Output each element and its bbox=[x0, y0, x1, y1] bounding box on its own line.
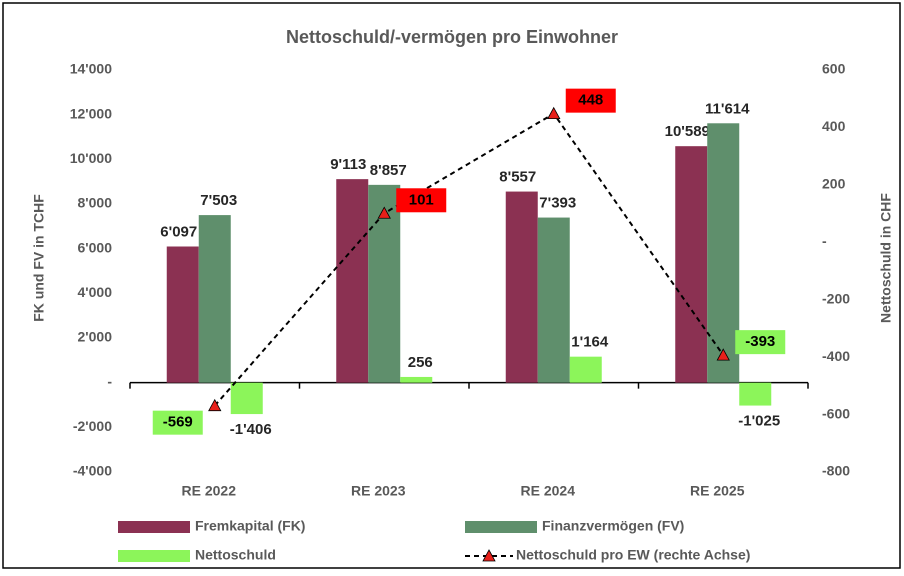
legend-swatch bbox=[118, 550, 190, 562]
chart-title: Nettoschuld/-vermögen pro Einwohner bbox=[286, 27, 618, 47]
bar bbox=[198, 215, 231, 383]
y-tick-label: 2'000 bbox=[78, 329, 113, 345]
bar bbox=[675, 146, 708, 383]
y2-tick-label: 400 bbox=[822, 118, 846, 134]
y2-tick-label: 600 bbox=[822, 61, 846, 77]
data-label: -393 bbox=[745, 333, 775, 350]
y-axis-label: FK und FV in TCHF bbox=[31, 194, 47, 322]
bar bbox=[505, 191, 538, 383]
x-tick-label: RE 2024 bbox=[521, 483, 576, 499]
y2-tick-label: -800 bbox=[822, 463, 850, 479]
legend-swatch bbox=[465, 521, 537, 533]
line-marker bbox=[547, 106, 561, 120]
bar bbox=[230, 382, 263, 415]
y-tick-label: -4'000 bbox=[73, 463, 112, 479]
bar bbox=[569, 356, 602, 383]
data-label: 9'113 bbox=[330, 156, 366, 173]
bar bbox=[336, 179, 369, 383]
y-tick-label: 12'000 bbox=[70, 105, 112, 121]
data-label: 7'503 bbox=[200, 192, 237, 209]
data-label-box bbox=[152, 410, 203, 435]
x-tick-label: RE 2022 bbox=[182, 483, 237, 499]
bar bbox=[400, 376, 433, 383]
data-label-box bbox=[735, 330, 786, 355]
line-marker bbox=[377, 206, 391, 219]
line-marker bbox=[716, 348, 730, 361]
data-label: 10'589 bbox=[665, 123, 710, 140]
line-marker bbox=[208, 398, 222, 412]
bar bbox=[166, 246, 199, 383]
legend-label: Finanzvermögen (FV) bbox=[542, 518, 684, 534]
data-label-box bbox=[565, 88, 616, 113]
bar bbox=[707, 123, 740, 383]
y2-tick-label: - bbox=[822, 233, 827, 249]
data-label: 6'097 bbox=[160, 223, 197, 240]
y-tick-label: -2'000 bbox=[73, 418, 112, 434]
x-tick-label: RE 2025 bbox=[690, 483, 745, 499]
y2-tick-label: -200 bbox=[822, 290, 850, 306]
y-tick-label: - bbox=[107, 373, 112, 389]
data-label: 7'393 bbox=[539, 195, 576, 212]
y-tick-label: 4'000 bbox=[78, 284, 113, 300]
data-label: 1'164 bbox=[571, 334, 609, 351]
data-label: -1'406 bbox=[230, 421, 272, 438]
y2-tick-label: 200 bbox=[822, 176, 846, 192]
legend-label: Nettoschuld pro EW (rechte Achse) bbox=[516, 547, 750, 563]
y2-tick-label: -400 bbox=[822, 348, 850, 364]
y-tick-label: 6'000 bbox=[78, 239, 113, 255]
x-tick-label: RE 2023 bbox=[351, 483, 406, 499]
y-tick-label: 10'000 bbox=[70, 150, 112, 166]
legend-marker bbox=[482, 549, 496, 562]
data-label: -569 bbox=[163, 414, 193, 431]
y2-tick-label: -600 bbox=[822, 405, 850, 421]
data-label: 256 bbox=[408, 354, 433, 371]
data-label: 8'857 bbox=[370, 162, 407, 179]
data-label: 448 bbox=[578, 92, 603, 109]
legend-label: Fremkapital (FK) bbox=[195, 518, 305, 534]
y2-axis-label: Nettoschuld in CHF bbox=[878, 193, 894, 323]
chart-border bbox=[2, 2, 901, 569]
data-label: 101 bbox=[409, 191, 434, 208]
legend-label: Nettoschuld bbox=[195, 547, 276, 563]
data-label-box bbox=[396, 188, 447, 213]
line bbox=[213, 112, 725, 407]
y-tick-label: 8'000 bbox=[78, 195, 113, 211]
bar bbox=[739, 382, 772, 406]
data-label: 11'614 bbox=[705, 100, 750, 117]
y-tick-label: 14'000 bbox=[70, 61, 112, 77]
data-label: -1'025 bbox=[738, 413, 780, 430]
legend-swatch bbox=[118, 521, 190, 533]
data-label: 8'557 bbox=[499, 169, 536, 186]
bar bbox=[537, 217, 570, 383]
